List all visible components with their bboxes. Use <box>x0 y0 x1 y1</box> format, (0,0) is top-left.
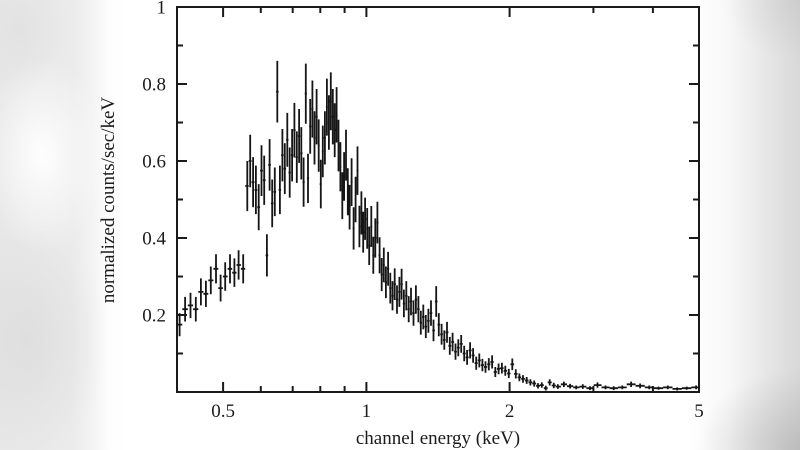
svg-text:0.6: 0.6 <box>142 152 166 173</box>
x-axis-label: channel energy (keV) <box>356 428 520 449</box>
svg-text:0.5: 0.5 <box>211 401 235 422</box>
svg-text:2: 2 <box>505 401 515 422</box>
svg-text:0.8: 0.8 <box>142 75 166 96</box>
svg-text:5: 5 <box>694 401 704 422</box>
svg-text:0.2: 0.2 <box>142 306 166 327</box>
svg-text:0.4: 0.4 <box>142 229 166 250</box>
data-series <box>177 60 699 391</box>
svg-text:1: 1 <box>362 401 372 422</box>
y-axis-label: normalized counts/sec/keV <box>98 97 119 304</box>
tick-labels: 0.5 1 2 5 0.2 0.4 0.6 0.8 1 <box>142 0 704 422</box>
svg-text:1: 1 <box>157 0 167 19</box>
